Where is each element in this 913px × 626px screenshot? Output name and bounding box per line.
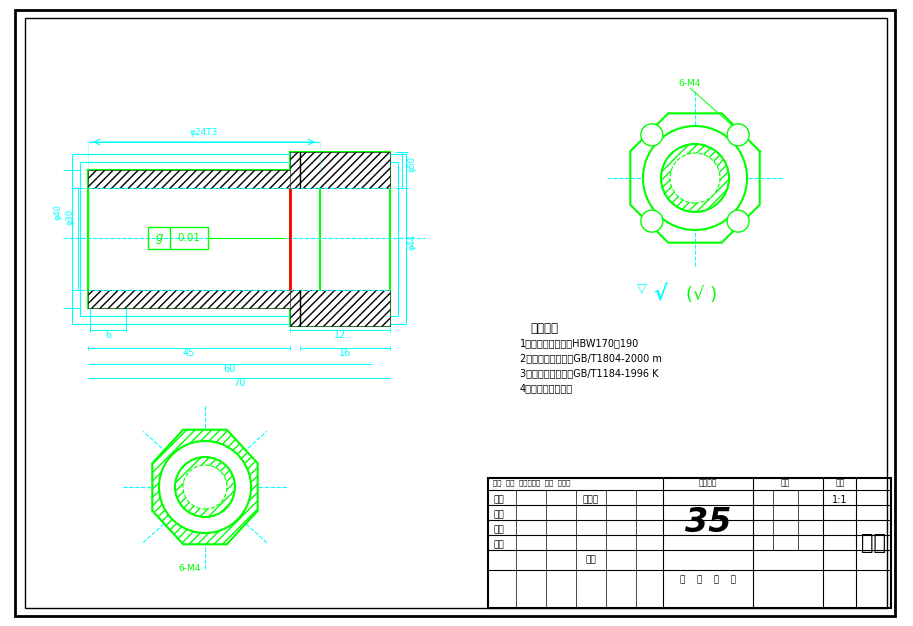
Bar — [290, 290, 390, 326]
Text: φ24T3: φ24T3 — [190, 128, 218, 137]
Text: 标记  处数  更改文件号  签名  年月日: 标记 处数 更改文件号 签名 年月日 — [493, 480, 571, 486]
Text: 16: 16 — [339, 348, 352, 358]
Circle shape — [641, 210, 663, 232]
Circle shape — [727, 210, 750, 232]
Text: 技术要求: 技术要求 — [530, 322, 558, 335]
Bar — [88, 170, 320, 188]
Bar — [88, 170, 320, 308]
Bar — [290, 152, 390, 188]
Text: φ30: φ30 — [66, 209, 75, 225]
Circle shape — [643, 126, 747, 230]
Text: φ50: φ50 — [407, 156, 416, 172]
Text: √: √ — [653, 285, 666, 305]
Circle shape — [183, 465, 227, 509]
Bar — [148, 227, 208, 249]
Circle shape — [641, 124, 663, 146]
Text: 60: 60 — [224, 364, 236, 374]
Text: 重量: 重量 — [781, 478, 790, 488]
Text: 2、未注尺寸公差按GB/T1804-2000 m: 2、未注尺寸公差按GB/T1804-2000 m — [520, 353, 662, 363]
Text: 70: 70 — [233, 378, 246, 388]
Text: 陈湘化: 陈湘化 — [582, 496, 599, 505]
Text: 共    张    第    张: 共 张 第 张 — [680, 575, 736, 585]
Circle shape — [670, 153, 720, 203]
Circle shape — [661, 144, 729, 212]
Text: 设计: 设计 — [493, 496, 504, 505]
Bar — [488, 478, 891, 608]
Text: 6-M4: 6-M4 — [179, 564, 201, 573]
Text: 1、调质处理后硬度HBW170到190: 1、调质处理后硬度HBW170到190 — [520, 338, 639, 348]
Text: 缸套: 缸套 — [862, 533, 887, 553]
Text: 比例: 比例 — [835, 478, 845, 488]
Text: 审核: 审核 — [493, 525, 504, 535]
Text: 6-M4: 6-M4 — [678, 79, 701, 88]
Polygon shape — [152, 429, 257, 544]
Bar — [290, 152, 390, 326]
Text: 阶段标记: 阶段标记 — [698, 478, 718, 488]
Text: 45: 45 — [183, 348, 195, 358]
Text: φ40: φ40 — [54, 204, 62, 220]
Text: φ44: φ44 — [407, 234, 416, 250]
Text: 批准: 批准 — [585, 555, 596, 565]
Text: ▽: ▽ — [637, 282, 646, 295]
Circle shape — [159, 441, 251, 533]
Text: 12: 12 — [334, 330, 346, 340]
Text: 制图: 制图 — [493, 510, 504, 520]
Text: (√ ): (√ ) — [687, 286, 718, 304]
Circle shape — [175, 457, 235, 517]
Text: g: g — [155, 232, 163, 245]
Text: 工艺: 工艺 — [493, 540, 504, 550]
Bar — [88, 290, 320, 308]
Text: 1:1: 1:1 — [833, 495, 848, 505]
Circle shape — [727, 124, 750, 146]
Text: 6: 6 — [105, 330, 111, 340]
Text: 4、锐边倒棱去毛刺: 4、锐边倒棱去毛刺 — [520, 383, 573, 393]
Text: 3、未注几何公差按GB/T1184-1996 K: 3、未注几何公差按GB/T1184-1996 K — [520, 368, 658, 378]
Text: 35: 35 — [685, 506, 731, 540]
Text: 0.01: 0.01 — [177, 233, 201, 243]
